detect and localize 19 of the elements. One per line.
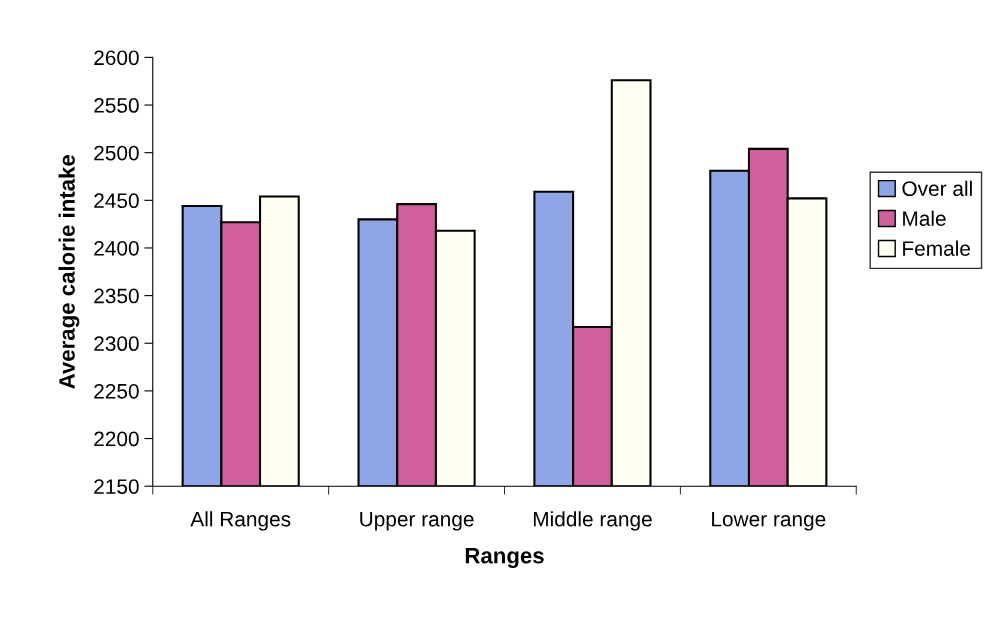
- x-tick-label: Middle range: [533, 511, 652, 531]
- y-axis-title: Average calorie intake: [58, 154, 80, 389]
- y-tick-label: 2500: [94, 145, 139, 161]
- y-tick-label: 2150: [94, 479, 139, 494]
- legend-label: Female: [903, 240, 970, 256]
- x-tick-label: Upper range: [360, 511, 474, 531]
- y-tick-label: 2600: [94, 50, 139, 66]
- legend-label: Male: [903, 210, 946, 226]
- y-tick-label: 2550: [94, 98, 139, 113]
- y-tick-label: 2350: [94, 288, 139, 304]
- y-tick-label: 2400: [94, 240, 139, 256]
- x-axis-title: Ranges: [465, 548, 544, 568]
- y-tick-label: 2250: [94, 383, 139, 399]
- y-tick-label: 2450: [94, 193, 139, 209]
- y-tick-label: 2300: [94, 336, 139, 352]
- legend-label: Over all: [902, 180, 972, 197]
- x-tick-label: Lower range: [712, 511, 826, 531]
- y-tick-label: 2200: [94, 431, 139, 447]
- x-tick-label: All Ranges: [190, 511, 291, 531]
